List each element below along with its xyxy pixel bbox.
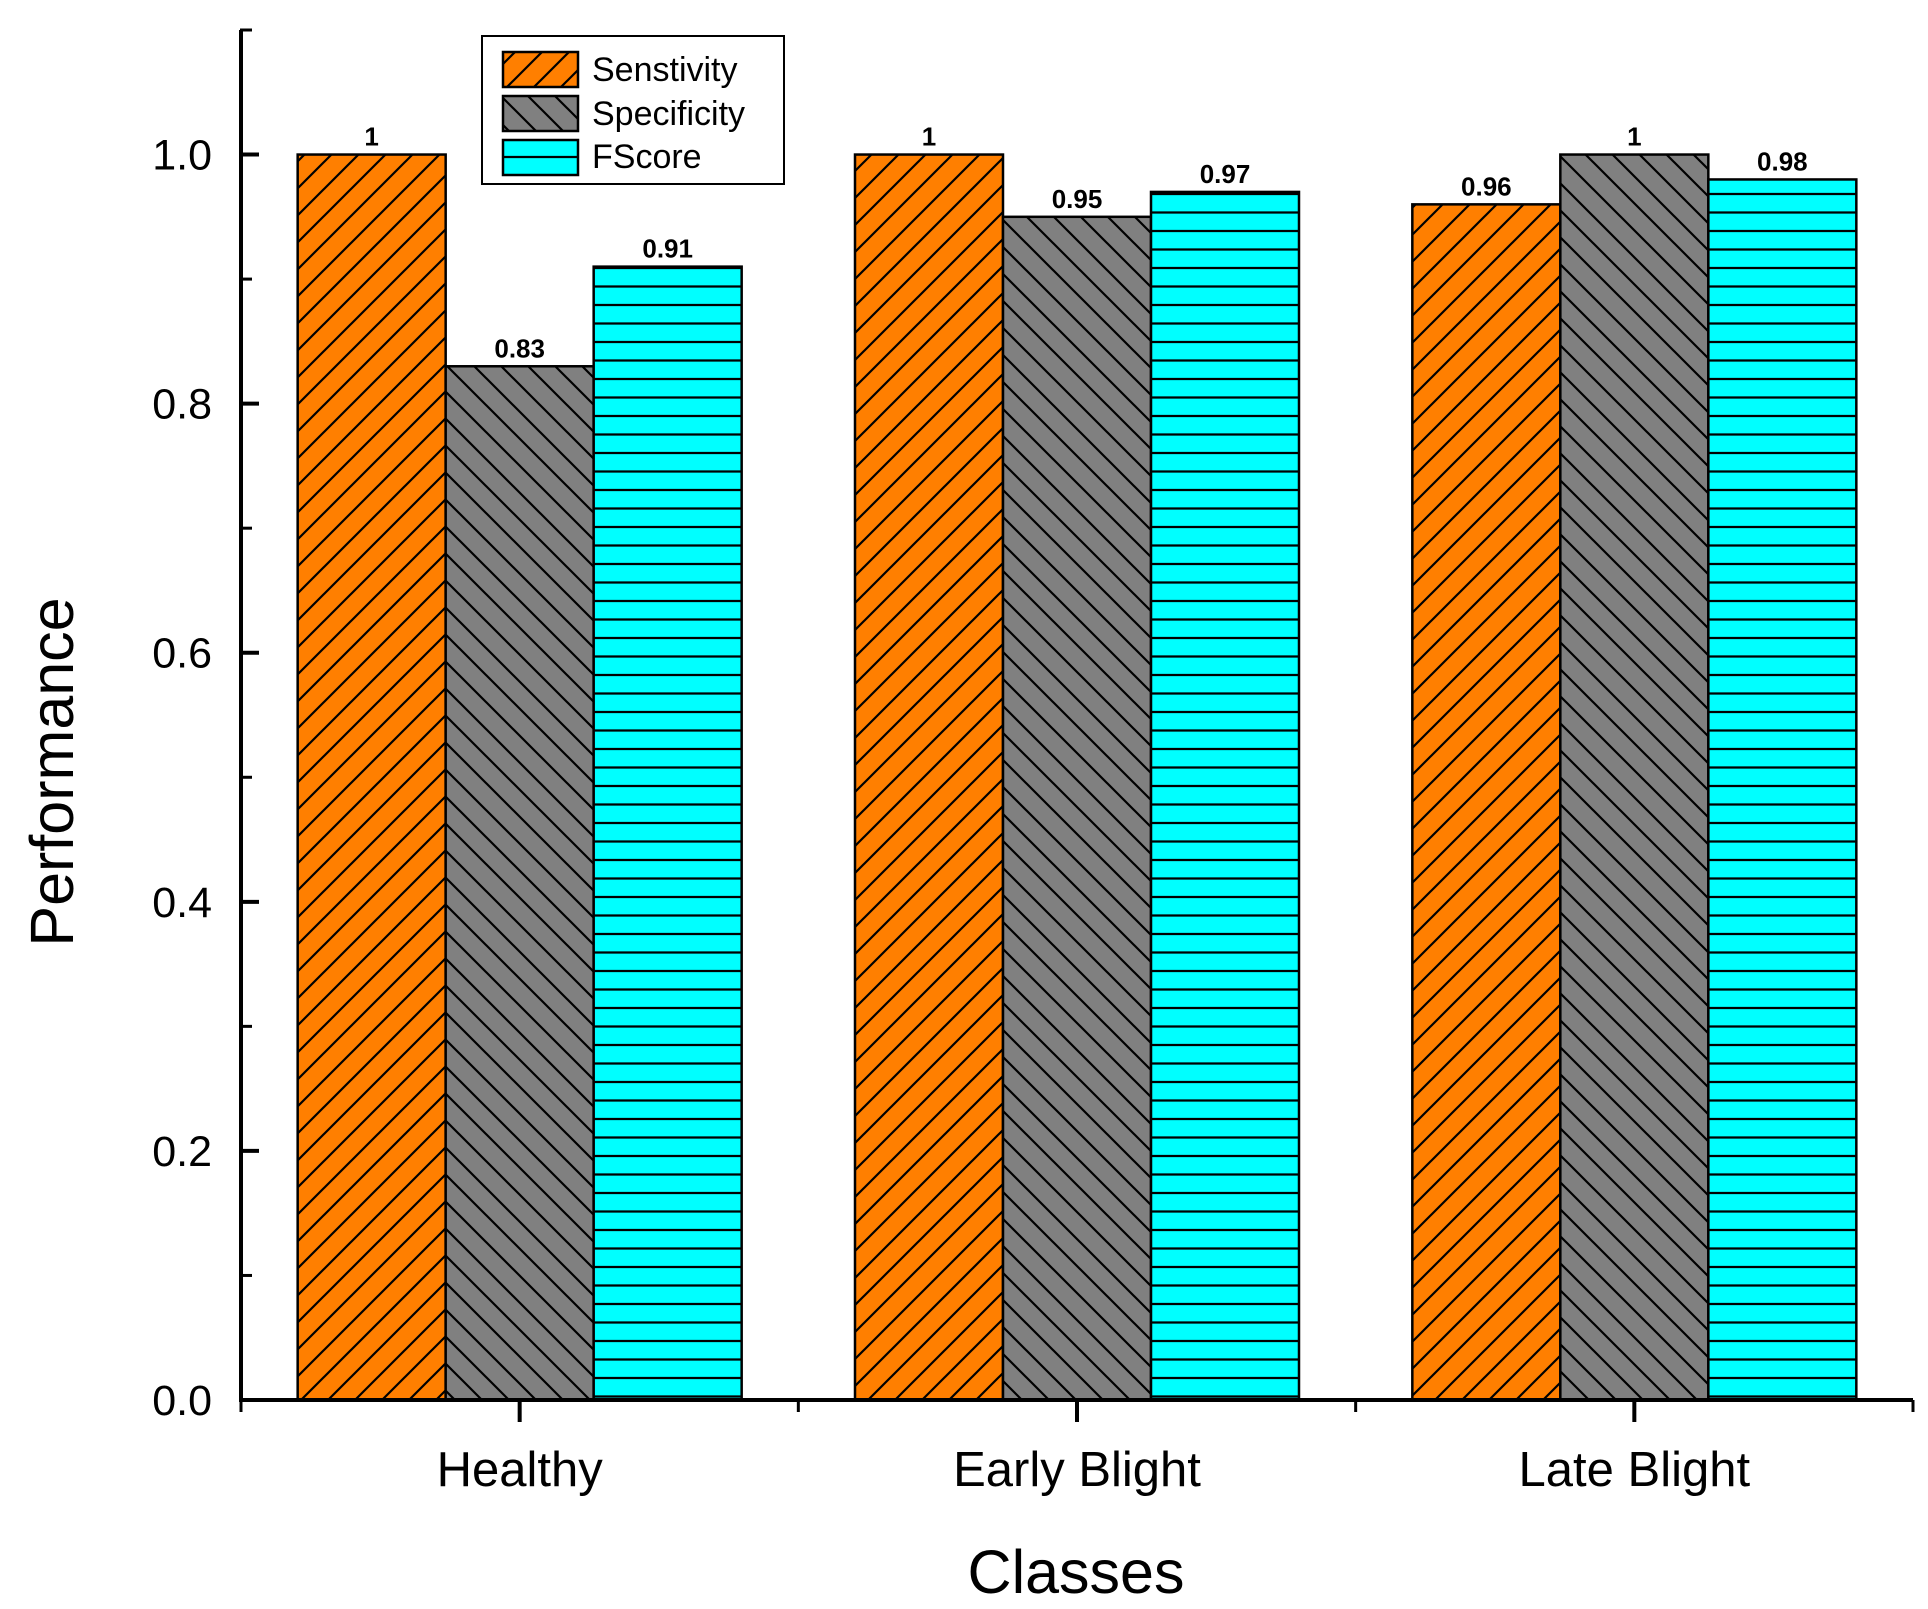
x-tick-label-healthy: Healthy [437,1443,604,1497]
y-tick-label: 0.6 [152,630,212,678]
bar-late-blight-senstivity [1411,203,1562,1402]
legend-item-specificity: Specificity [501,94,745,133]
legend-swatch-specificity [501,94,580,133]
legend-label-fscore: FScore [592,138,702,176]
bar-healthy-fscore [592,265,743,1402]
x-tick-label-early-blight: Early Blight [953,1443,1201,1497]
legend-label-senstivity: Senstivity [592,51,738,89]
bars-group [296,153,1858,1402]
bar-healthy-specificity [444,365,595,1402]
data-label-late-blight-specificity: 1 [1627,122,1641,152]
legend-item-fscore: FScore [501,138,702,177]
legend-swatch-fscore [501,138,580,177]
y-tick-label: 1.0 [152,132,212,180]
y-tick-label: 0.2 [152,1128,212,1176]
legend-swatch-senstivity [501,50,580,89]
bar-early-blight-specificity [1001,215,1153,1402]
bar-early-blight-senstivity [853,153,1005,1402]
data-label-early-blight-specificity: 0.95 [1052,184,1103,214]
bar-late-blight-specificity [1559,153,1710,1402]
y-tick-label: 0.0 [152,1377,212,1425]
bar-early-blight-fscore [1149,190,1301,1402]
y-tick-label: 0.4 [152,879,212,927]
data-label-healthy-specificity: 0.83 [494,333,545,363]
data-label-late-blight-senstivity: 0.96 [1461,171,1512,201]
legend-item-senstivity: Senstivity [501,50,738,89]
y-tick-label: 0.8 [152,381,212,429]
x-ticks-group: Healthy Early Blight Late Blight [239,1400,1915,1497]
x-tick-label-late-blight: Late Blight [1519,1443,1751,1497]
bar-healthy-senstivity [296,153,447,1402]
bar-late-blight-fscore [1707,178,1858,1402]
y-axis-title: Performance [18,597,86,946]
legend-label-specificity: Specificity [592,95,745,133]
data-labels-group: 1 0.83 0.91 1 0.95 0.97 0.96 1 0.98 [364,122,1807,364]
x-axis-title: Classes [968,1538,1185,1606]
data-label-early-blight-senstivity: 1 [922,122,936,152]
y-ticks-group: 0.0 0.2 0.4 0.6 0.8 1.0 [152,28,259,1425]
data-label-early-blight-fscore: 0.97 [1200,159,1251,189]
legend: Senstivity Specificity FScore [481,35,785,185]
data-label-healthy-fscore: 0.91 [642,234,693,264]
data-label-late-blight-fscore: 0.98 [1757,146,1808,176]
data-label-healthy-senstivity: 1 [364,122,378,152]
